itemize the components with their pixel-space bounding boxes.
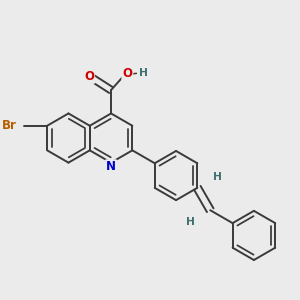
Text: N: N bbox=[106, 160, 116, 173]
Text: Br: Br bbox=[2, 119, 17, 132]
Text: H: H bbox=[187, 217, 195, 227]
Text: H: H bbox=[140, 68, 148, 78]
Text: H: H bbox=[213, 172, 221, 182]
Text: O: O bbox=[122, 67, 132, 80]
Text: O: O bbox=[84, 70, 94, 83]
